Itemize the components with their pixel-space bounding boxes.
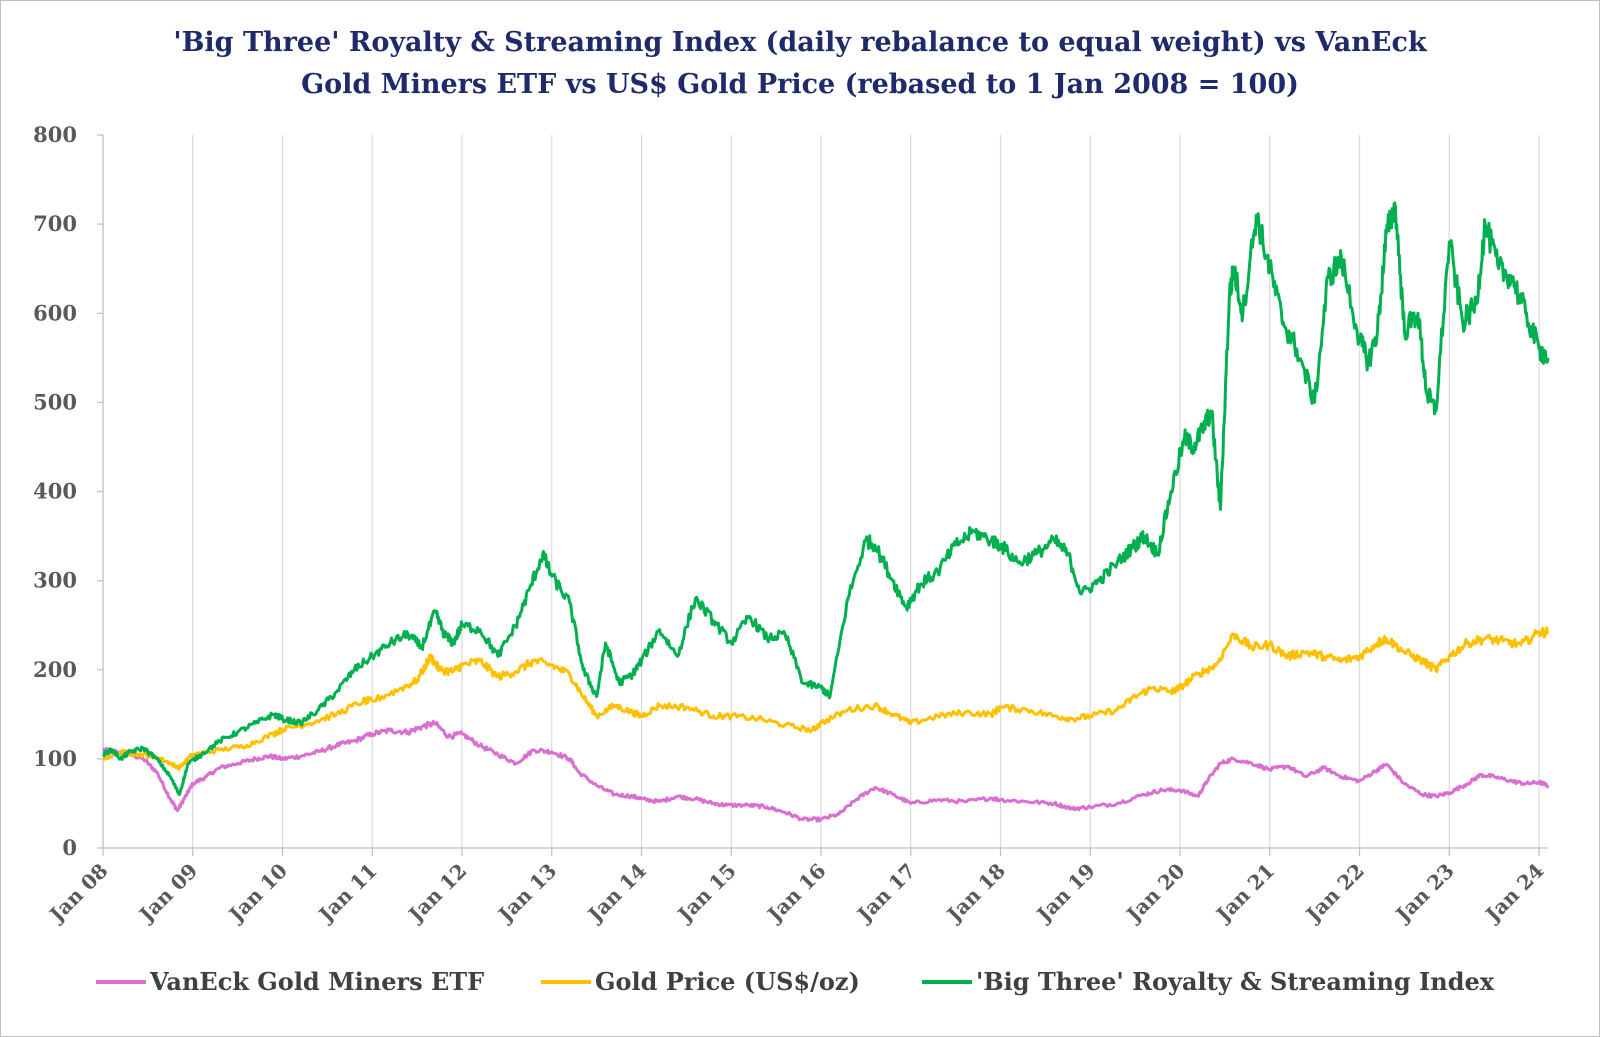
y-tick-label: 800: [33, 122, 77, 147]
x-tick-label: Jan 15: [672, 859, 741, 928]
x-tick-label: Jan 09: [133, 859, 202, 928]
x-tick-label: Jan 12: [402, 859, 471, 928]
x-tick-label: Jan 10: [223, 859, 292, 928]
y-axis-ticks: 0 100 200 300 400 500 600 700 800: [33, 122, 77, 860]
legend-label-2: 'Big Three' Royalty & Streaming Index: [976, 967, 1495, 996]
y-tick-label: 200: [33, 657, 77, 682]
y-tick-label: 400: [33, 479, 77, 504]
gridlines: [102, 135, 1540, 848]
chart-title: 'Big Three' Royalty & Streaming Index (d…: [0, 22, 1600, 106]
x-tick-label: Jan 18: [941, 859, 1010, 928]
x-tick-label: Jan 11: [313, 859, 382, 928]
x-tick-label: Jan 14: [582, 859, 651, 928]
y-tick-label: 500: [33, 389, 77, 414]
x-tick-label: Jan 20: [1120, 859, 1189, 928]
series-lines: [102, 201, 1550, 823]
y-tick-label: 100: [33, 746, 77, 771]
y-tick-label: 0: [62, 835, 77, 860]
x-tick-label: Jan 19: [1031, 859, 1100, 928]
chart-title-line-2: Gold Miners ETF vs US$ Gold Price (rebas…: [301, 69, 1299, 100]
x-tick-label: Jan 22: [1300, 859, 1369, 928]
series-line-2: [102, 201, 1550, 796]
x-tick-label: Jan 24: [1479, 859, 1548, 928]
x-tick-label: Jan 13: [492, 859, 561, 928]
x-tick-label: Jan 23: [1390, 859, 1459, 928]
legend: VanEck Gold Miners ETF Gold Price (US$/oz…: [96, 967, 1495, 996]
x-tick-label: Jan 16: [761, 859, 830, 928]
y-tick-label: 300: [33, 568, 77, 593]
x-tick-label: Jan 21: [1210, 859, 1279, 928]
legend-label-0: VanEck Gold Miners ETF: [149, 967, 484, 996]
x-axis-ticks: Jan 08 Jan 09 Jan 10 Jan 11 Jan 12 Jan 13 Jan …: [43, 859, 1548, 928]
x-tick-label: Jan 08: [43, 859, 112, 928]
series-line-1: [102, 626, 1549, 771]
axes: [97, 134, 1548, 856]
chart-title-line-1: 'Big Three' Royalty & Streaming Index (d…: [173, 27, 1427, 58]
x-tick-label: Jan 17: [851, 859, 920, 928]
legend-label-1: Gold Price (US$/oz): [595, 967, 860, 996]
series-line-0: [102, 719, 1550, 823]
y-tick-label: 700: [33, 211, 77, 236]
y-tick-label: 600: [33, 300, 77, 325]
